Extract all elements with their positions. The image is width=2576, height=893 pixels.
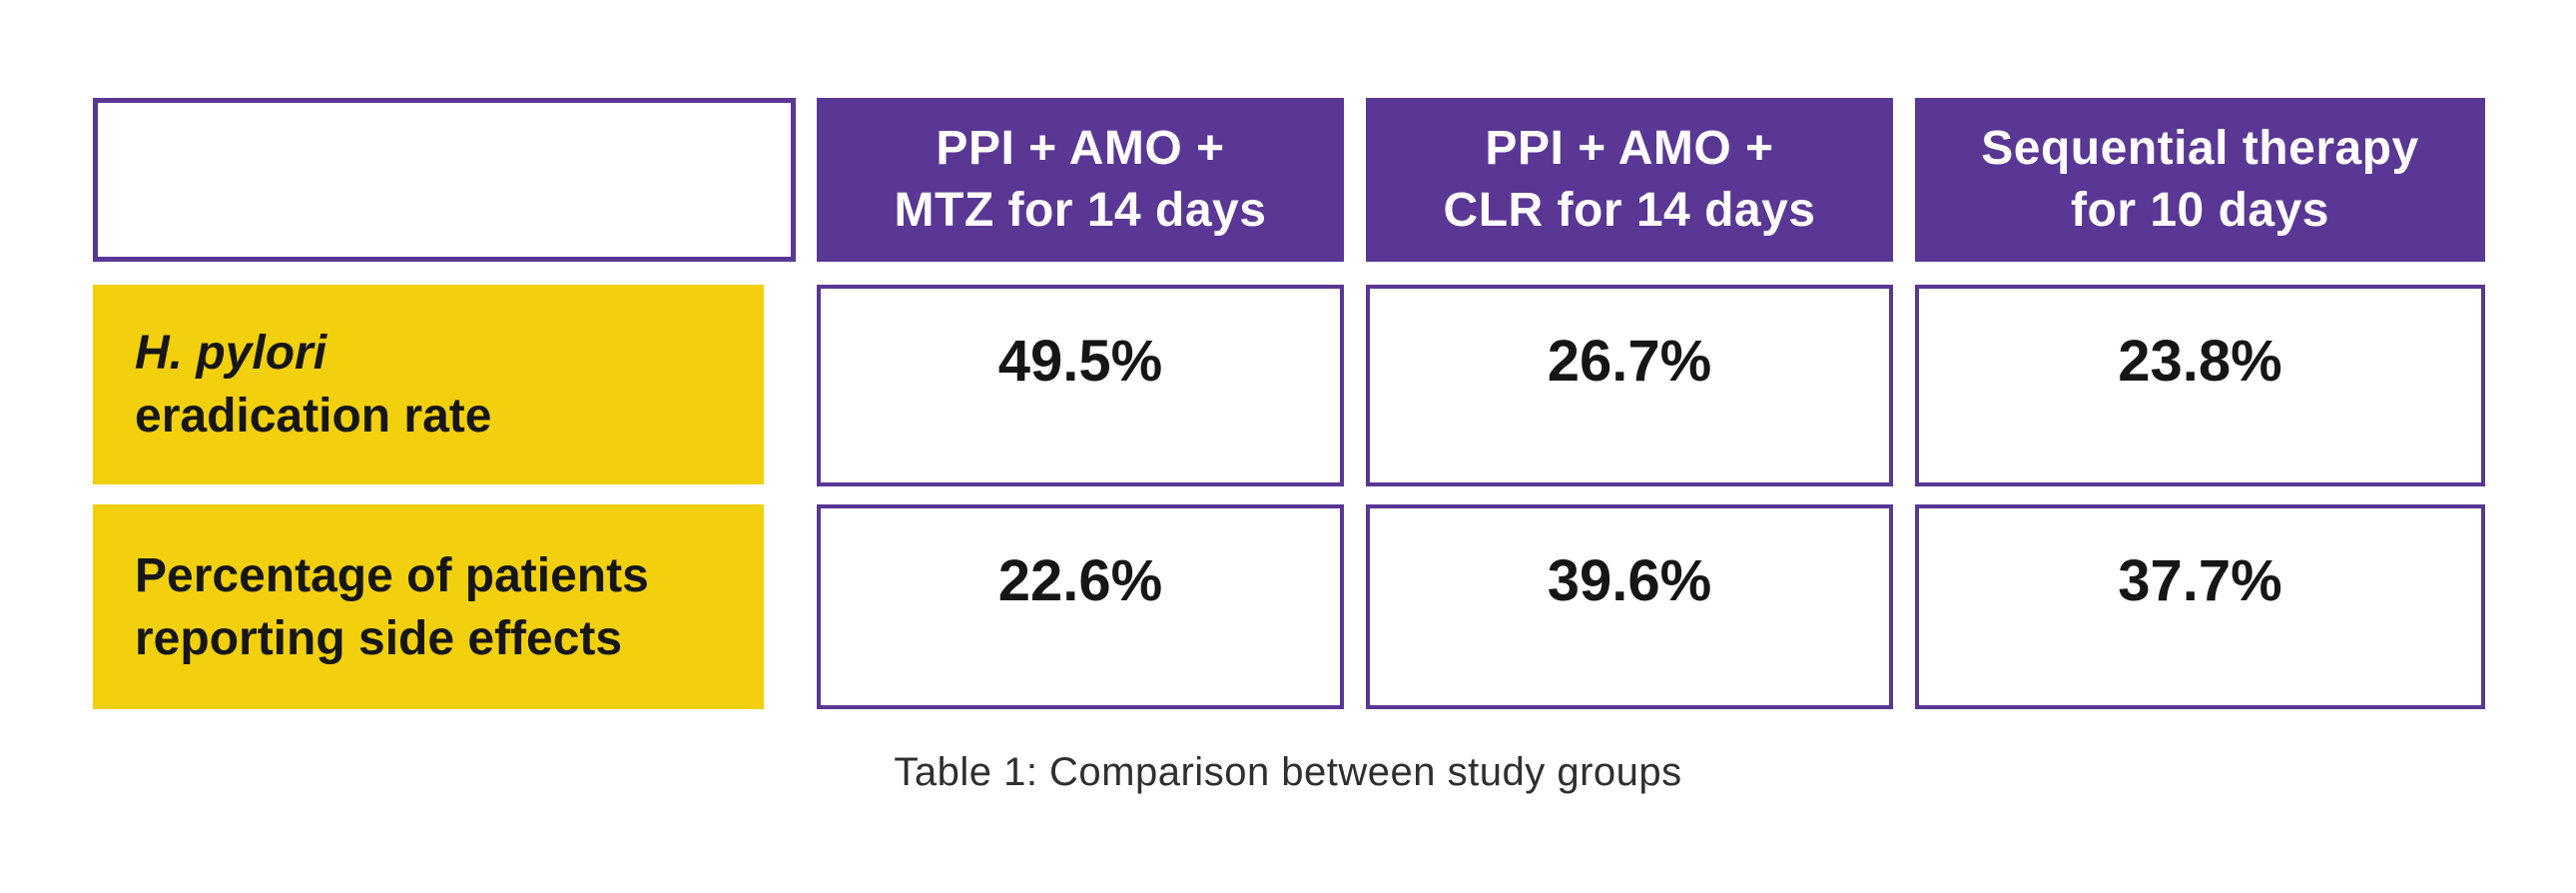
value-side-effects-sequential: 37.7% bbox=[1915, 504, 2485, 709]
column-header-line2: for 10 days bbox=[2071, 184, 2329, 237]
row-header-side-effects: Percentage of patients reporting side ef… bbox=[93, 504, 764, 709]
column-header-line2: MTZ for 14 days bbox=[894, 184, 1267, 237]
row-header-line2: reporting side effects bbox=[135, 611, 623, 665]
value-side-effects-mtz: 22.6% bbox=[817, 504, 1344, 709]
value-eradication-mtz: 49.5% bbox=[817, 285, 1344, 486]
column-header-line1: PPI + AMO + bbox=[936, 122, 1225, 175]
column-header-ppi-amo-mtz: PPI + AMO + MTZ for 14 days bbox=[817, 98, 1344, 262]
row-header-line2: eradication rate bbox=[135, 390, 492, 443]
column-header-line2: CLR for 14 days bbox=[1443, 184, 1816, 237]
table-caption: Table 1: Comparison between study groups bbox=[894, 750, 1682, 794]
empty-corner-cell bbox=[93, 98, 796, 262]
value-eradication-sequential: 23.8% bbox=[1915, 285, 2485, 486]
value-side-effects-clr: 39.6% bbox=[1366, 504, 1893, 709]
column-header-sequential-therapy: Sequential therapy for 10 days bbox=[1915, 98, 2485, 262]
column-header-line1: Sequential therapy bbox=[1981, 122, 2419, 175]
row-header-eradication-rate: H. pylori eradication rate bbox=[93, 285, 764, 484]
column-header-ppi-amo-clr: PPI + AMO + CLR for 14 days bbox=[1366, 98, 1893, 262]
value-eradication-clr: 26.7% bbox=[1366, 285, 1893, 486]
column-header-line1: PPI + AMO + bbox=[1485, 122, 1774, 175]
row-header-line1: Percentage of patients bbox=[135, 548, 649, 602]
row-header-species-name: H. pylori bbox=[135, 327, 327, 380]
